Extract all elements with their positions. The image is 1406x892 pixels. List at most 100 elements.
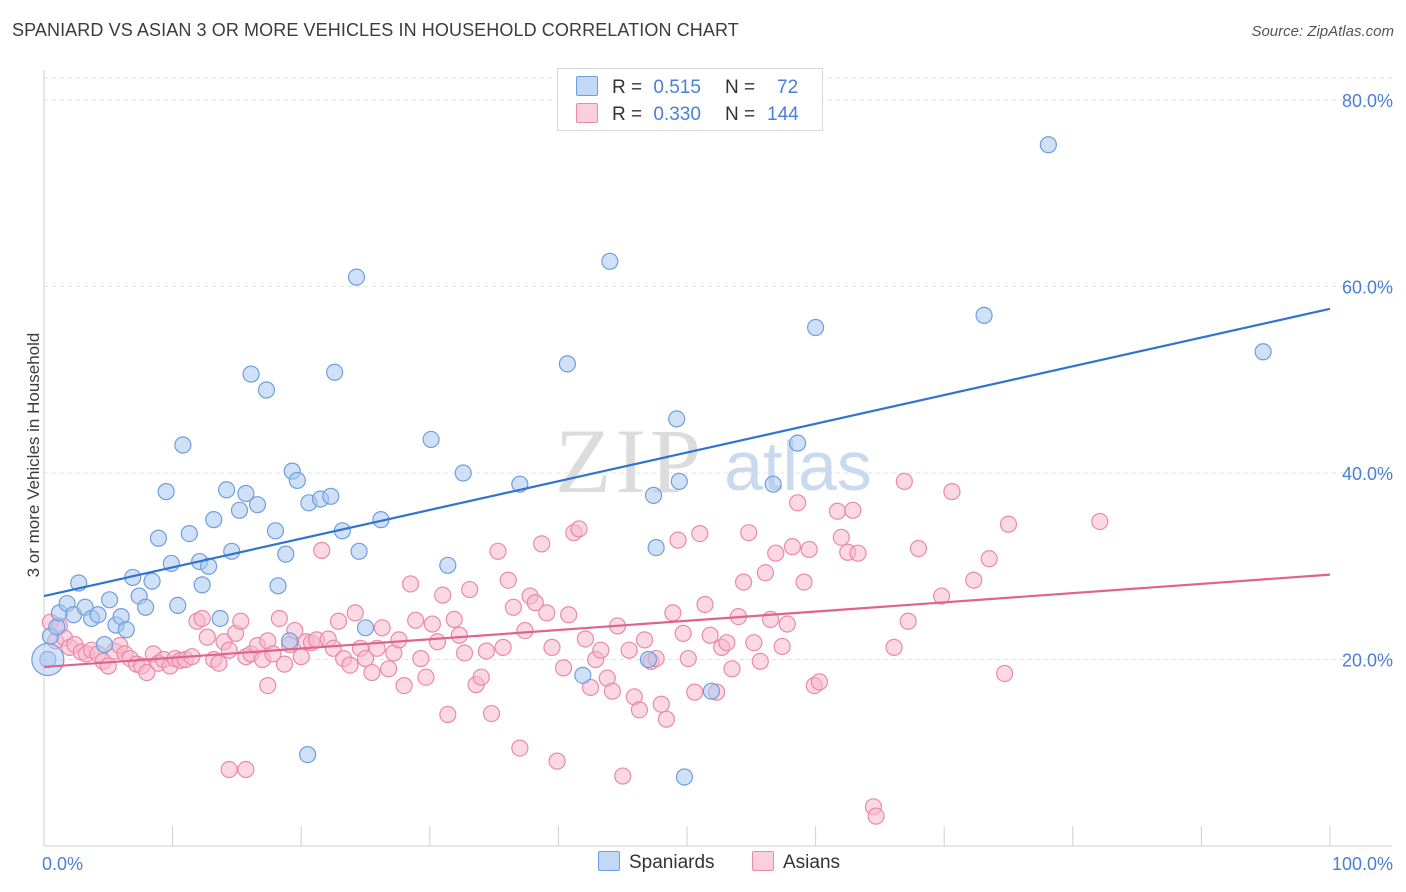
asians-point <box>630 701 649 719</box>
asians-point <box>461 580 479 599</box>
asians-point <box>800 540 818 559</box>
asians-point <box>745 634 763 652</box>
spaniards-point <box>205 511 223 529</box>
asians-point <box>292 648 310 666</box>
asians-legend-swatch <box>752 851 774 871</box>
asians-point <box>423 615 441 633</box>
asians-point <box>99 657 117 675</box>
asians-point <box>511 739 529 757</box>
spaniards-point <box>223 542 241 560</box>
asians-point <box>373 619 391 637</box>
asians-point <box>489 542 507 560</box>
asians-point <box>477 642 495 660</box>
asians-point <box>767 544 785 562</box>
zipatlas-watermark: ZIP atlas <box>555 410 872 512</box>
asians-point <box>751 652 769 670</box>
legend-n-label: N = <box>724 104 756 125</box>
asians-point <box>576 630 595 648</box>
asians-point <box>472 668 490 686</box>
asians-point <box>220 641 238 659</box>
asians-point <box>810 673 829 691</box>
spaniards-point <box>211 609 229 628</box>
asians-point <box>788 494 807 512</box>
asians-point <box>657 710 676 728</box>
source-credit: Source: ZipAtlas.com <box>1251 23 1394 40</box>
asians-point <box>275 655 294 673</box>
spaniards-point <box>601 252 619 270</box>
spaniards-point <box>193 576 211 594</box>
spaniards-point <box>143 572 161 590</box>
asians-point <box>341 656 359 674</box>
asians-point <box>581 678 600 697</box>
asians-point <box>867 807 885 825</box>
spaniards-point <box>277 545 295 563</box>
spaniards-point <box>136 598 155 616</box>
spaniards-point <box>248 496 267 514</box>
asians-point <box>533 535 551 553</box>
spaniards-point <box>675 768 694 786</box>
asians-point <box>686 683 704 701</box>
asians-point <box>844 501 862 519</box>
asians-point <box>439 705 457 724</box>
spaniards-point <box>1039 136 1057 154</box>
asians-point <box>401 575 420 593</box>
spaniards-point <box>644 486 663 504</box>
spaniards-point <box>89 606 107 624</box>
spaniards-point <box>670 472 688 490</box>
spaniards-point <box>702 682 721 700</box>
spaniards-point <box>180 525 198 543</box>
asians-point <box>395 677 413 695</box>
asians-point <box>691 525 709 543</box>
asians-point <box>560 606 578 624</box>
asians-point <box>570 520 588 538</box>
asians-point <box>455 644 474 662</box>
asians-point <box>679 649 697 668</box>
spaniards-point <box>95 635 114 654</box>
spaniards-point <box>237 484 255 503</box>
spaniards-point <box>1254 343 1272 361</box>
asians-point <box>718 634 736 652</box>
asians-point <box>504 598 522 616</box>
asians-point <box>554 659 573 677</box>
spaniards-legend-swatch <box>598 851 620 871</box>
axes <box>43 70 1392 847</box>
spaniards-point <box>558 355 577 373</box>
spaniards-points <box>31 136 1272 786</box>
trend-lines <box>43 307 1331 669</box>
asians-point <box>380 660 398 678</box>
tick-labels: 20.0% 40.0% 60.0% 80.0% 0.0% 100.0% <box>42 91 1393 874</box>
spaniards-point <box>326 363 344 381</box>
spaniards-point <box>439 556 457 574</box>
asians-point <box>198 628 216 646</box>
y-tick-label: 60.0% <box>1342 277 1393 297</box>
asians-point <box>696 595 714 614</box>
asians-point <box>664 604 682 622</box>
legend-row-asians: R = 0.330 N = 144 <box>576 103 799 125</box>
spaniards-point <box>350 542 368 560</box>
asians-point <box>1091 512 1109 531</box>
asians-point <box>832 528 850 546</box>
spaniards-point <box>269 577 287 595</box>
asians-point <box>548 752 566 770</box>
spaniards-point <box>157 483 175 501</box>
asians-points <box>41 472 1109 825</box>
asians-point <box>356 649 375 668</box>
asians-point <box>329 612 348 630</box>
asians-legend-label: Asians <box>783 852 841 873</box>
asians-point <box>259 677 277 695</box>
spaniards-point <box>322 487 340 505</box>
spaniards-swatch <box>576 76 598 96</box>
legend-n-label: N = <box>724 77 756 98</box>
asians-point <box>965 571 983 589</box>
asians-point <box>620 641 638 659</box>
series-legend-spaniards: Spaniards <box>598 851 715 874</box>
asians-point <box>193 609 211 628</box>
spaniards-point <box>218 481 236 499</box>
asians-point <box>390 631 408 649</box>
spaniards-point <box>48 618 66 636</box>
spaniards-point <box>288 471 306 490</box>
y-tick-label: 20.0% <box>1342 650 1393 670</box>
spaniards-point <box>266 522 285 540</box>
spaniards-point <box>149 529 168 547</box>
asians-swatch <box>576 103 598 123</box>
